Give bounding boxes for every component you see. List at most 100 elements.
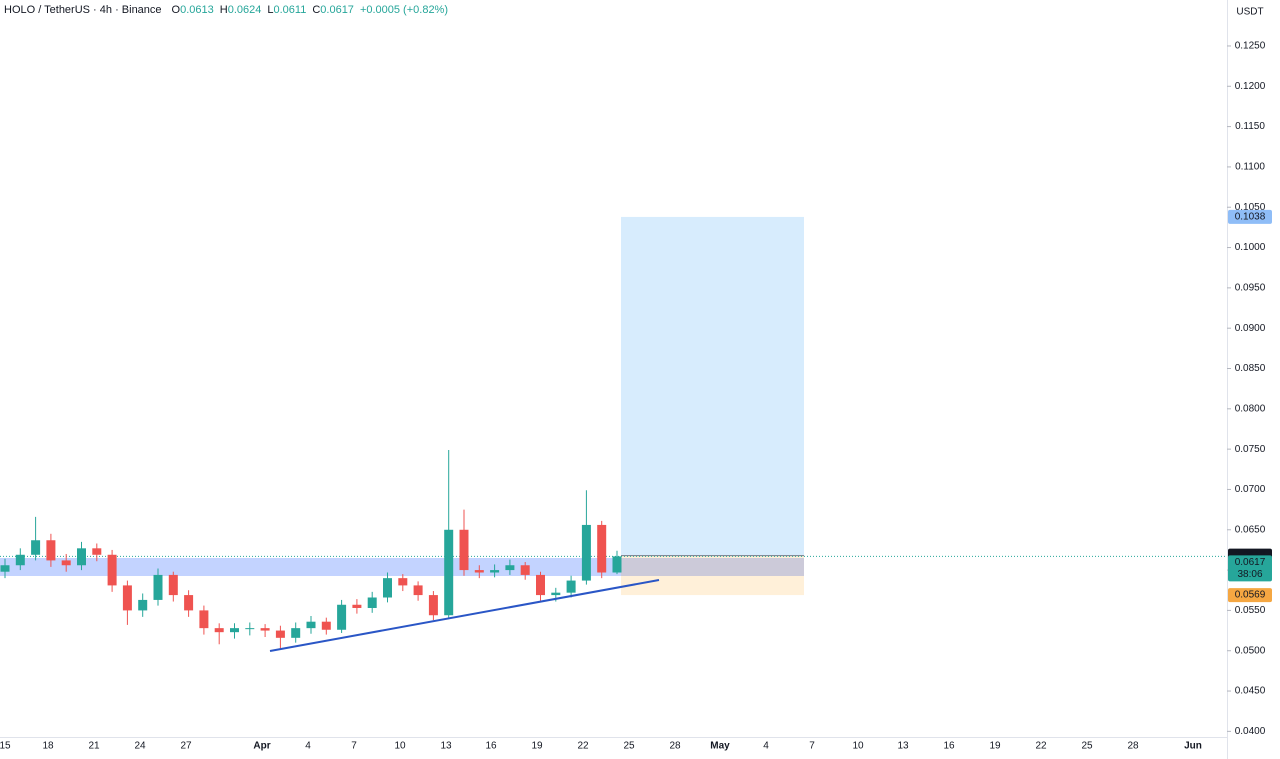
- candle-body: [153, 574, 163, 600]
- candle-body: [0, 565, 10, 572]
- y-tick-label: 0.0850: [1235, 363, 1266, 374]
- candle-body: [459, 529, 469, 571]
- candle-body: [566, 580, 576, 593]
- y-tick-label: 0.0450: [1235, 686, 1266, 697]
- y-tick-label: 0.0500: [1235, 645, 1266, 656]
- last-price-label: 0.0617: [1235, 557, 1266, 568]
- candle-body: [474, 570, 484, 573]
- stop-price-label-bg: [1228, 588, 1272, 603]
- candle-body: [413, 585, 423, 596]
- x-tick-label: 25: [623, 741, 635, 752]
- candle-body: [46, 540, 56, 561]
- ohlc-label: L: [267, 4, 273, 16]
- candle-body: [321, 621, 331, 630]
- candle-body: [260, 628, 270, 631]
- target-zone: [621, 216, 804, 556]
- x-tick-label: 19: [989, 741, 1001, 752]
- x-tick-label: Apr: [253, 741, 270, 752]
- x-tick-label: 16: [943, 741, 955, 752]
- y-tick-label: 0.0650: [1235, 524, 1266, 535]
- x-tick-label: 22: [1035, 741, 1047, 752]
- candle-body: [199, 610, 209, 629]
- y-tick-label: 0.1050: [1235, 202, 1266, 213]
- candle-body: [138, 599, 148, 611]
- ohlc-value: 0.0624: [228, 4, 262, 16]
- ohlc-label: H: [220, 4, 228, 16]
- symbol-header: HOLO / TetherUS · 4h · Binance O0.0613 H0.…: [4, 4, 448, 16]
- change-value: +0.0005 (+0.82%): [360, 4, 448, 16]
- target-price-label: 0.1038: [1235, 212, 1266, 223]
- ohlc-value: 0.0613: [180, 4, 214, 16]
- x-tick-label: 10: [394, 741, 406, 752]
- trendline: [269, 579, 660, 652]
- y-tick-label: 0.1100: [1235, 162, 1265, 173]
- candle-body: [31, 540, 41, 555]
- candle-body: [444, 529, 454, 616]
- y-tick-label: 0.0700: [1235, 484, 1266, 495]
- candle-body: [490, 570, 500, 573]
- candle-body: [168, 574, 178, 596]
- x-tick-label: 7: [809, 741, 815, 752]
- stop-price-label: 0.0569: [1235, 590, 1266, 601]
- x-tick-label: 13: [897, 741, 909, 752]
- x-tick-label: 4: [763, 741, 769, 752]
- y-tick-label: 0.0750: [1235, 444, 1266, 455]
- x-tick-label: 28: [1127, 741, 1139, 752]
- candle-body: [337, 604, 347, 630]
- symbol-title: HOLO / TetherUS · 4h · Binance: [4, 4, 162, 16]
- ohlc-label: C: [312, 4, 320, 16]
- candle-body: [214, 628, 224, 633]
- candle-body: [77, 548, 86, 566]
- y-tick-label: 0.1250: [1235, 41, 1266, 52]
- x-tick-label: May: [710, 741, 730, 752]
- candle-body: [367, 597, 377, 608]
- x-tick-label: Jun: [1184, 741, 1202, 752]
- stop-zone: [621, 555, 804, 596]
- y-tick-label: 0.1000: [1235, 242, 1266, 253]
- candle-body: [107, 554, 117, 586]
- x-tick-label: 18: [42, 741, 54, 752]
- x-tick-label: 15: [0, 741, 11, 752]
- x-tick-label: 21: [88, 741, 100, 752]
- x-tick-label: 25: [1081, 741, 1093, 752]
- x-tick-label: 4: [305, 741, 311, 752]
- ohlc-value: 0.0611: [274, 4, 307, 16]
- candle-body: [428, 595, 438, 616]
- x-tick-label: 22: [577, 741, 589, 752]
- y-tick-label: 0.0400: [1235, 726, 1266, 737]
- y-tick-label: 0.0800: [1235, 403, 1266, 414]
- candle-body: [398, 578, 408, 586]
- candle-body: [597, 524, 607, 573]
- countdown: 38:06: [1237, 569, 1262, 580]
- candle-body: [184, 595, 194, 611]
- x-tick-label: 28: [669, 741, 681, 752]
- candle-body: [581, 524, 591, 581]
- target-price-label-bg: [1228, 209, 1272, 224]
- x-tick-label: 24: [134, 741, 146, 752]
- x-tick-label: 10: [852, 741, 864, 752]
- x-tick-label: 7: [351, 741, 357, 752]
- x-tick-label: 19: [531, 741, 543, 752]
- y-tick-label: 0.0900: [1235, 323, 1266, 334]
- y-tick-label: 0.0950: [1235, 283, 1266, 294]
- candle-body: [230, 628, 239, 633]
- x-tick-label: 13: [440, 741, 452, 752]
- candle-body: [122, 585, 132, 611]
- price-unit: USDT: [1236, 7, 1263, 18]
- candle-body: [352, 604, 362, 608]
- x-tick-label: 27: [180, 741, 192, 752]
- candle-body: [15, 554, 25, 566]
- ohlc-label: O: [172, 4, 181, 16]
- candle-body: [61, 560, 71, 566]
- candle-body: [505, 565, 515, 571]
- y-tick-label: 0.1200: [1235, 81, 1266, 92]
- candle-body: [245, 628, 255, 630]
- candle-body: [291, 628, 301, 638]
- candle-body: [536, 574, 545, 596]
- y-tick-label: 0.0550: [1235, 605, 1266, 616]
- x-tick-label: 16: [485, 741, 497, 752]
- last-price-bg: [1228, 555, 1272, 582]
- y-tick-label: 0.1150: [1235, 121, 1265, 132]
- ohlc-value: 0.0617: [320, 4, 354, 16]
